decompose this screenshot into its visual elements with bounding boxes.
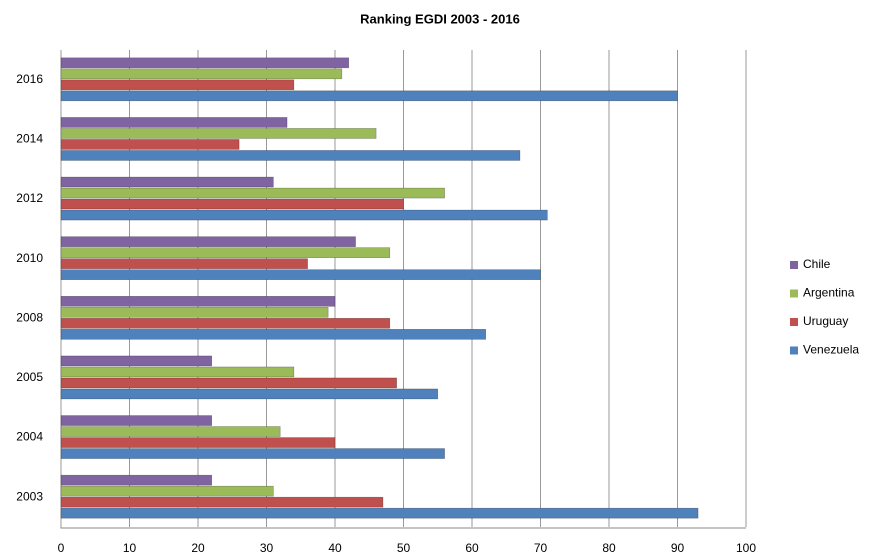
bar: [60, 485, 274, 497]
bar: [60, 236, 356, 247]
y-tick-label: 2012: [16, 191, 43, 205]
bar: [60, 247, 391, 258]
bar: [60, 388, 439, 400]
x-tick-label: 80: [602, 541, 616, 555]
chart-title: Ranking EGDI 2003 - 2016: [360, 11, 520, 26]
bar: [60, 90, 678, 102]
bar: [60, 507, 699, 519]
y-tick-label: 2016: [16, 72, 43, 86]
x-tick-label: 90: [671, 541, 685, 555]
y-tick-label: 2010: [16, 251, 43, 265]
bar: [60, 187, 445, 199]
x-tick-label: 10: [123, 541, 137, 555]
legend-swatch: [790, 289, 798, 298]
x-tick-label: 30: [260, 541, 274, 555]
bar: [60, 437, 336, 448]
bar: [60, 366, 295, 378]
x-tick-label: 100: [736, 541, 756, 555]
bar: [60, 355, 212, 367]
bar: [60, 68, 343, 80]
legend-label: Venezuela: [803, 343, 859, 357]
bar: [60, 269, 541, 280]
bar: [60, 329, 487, 340]
x-tick-label: 0: [58, 541, 65, 555]
bar: [60, 377, 397, 389]
x-tick-label: 40: [328, 541, 342, 555]
legend-label: Chile: [803, 257, 831, 271]
bar: [60, 307, 329, 318]
bar: [60, 426, 281, 437]
legend-swatch: [790, 346, 798, 355]
bar: [60, 209, 548, 221]
bar: [60, 150, 521, 161]
bar: [60, 198, 404, 210]
y-tick-label: 2014: [16, 132, 43, 146]
y-tick-label: 2004: [16, 430, 43, 444]
legend-swatch: [790, 261, 798, 269]
bar: [60, 139, 240, 150]
bar: [60, 258, 308, 269]
bar: [60, 128, 377, 139]
x-tick-label: 50: [397, 541, 411, 555]
y-tick-label: 2008: [16, 310, 43, 324]
bar: [60, 79, 295, 91]
bar: [60, 474, 212, 486]
legend-label: Argentina: [803, 286, 855, 300]
x-tick-label: 20: [191, 541, 205, 555]
legend-label: Uruguay: [803, 314, 848, 328]
y-tick-label: 2005: [16, 370, 43, 384]
bar: [60, 57, 350, 69]
bar: [60, 176, 274, 188]
bar: [60, 448, 445, 459]
bar: [60, 496, 384, 508]
x-tick-label: 60: [465, 541, 479, 555]
legend-swatch: [790, 318, 798, 326]
bar: [60, 415, 212, 426]
bar: [60, 117, 288, 128]
bar: [60, 296, 336, 307]
bar: [60, 318, 391, 329]
y-tick-label: 2003: [16, 489, 43, 503]
x-tick-label: 70: [534, 541, 548, 555]
